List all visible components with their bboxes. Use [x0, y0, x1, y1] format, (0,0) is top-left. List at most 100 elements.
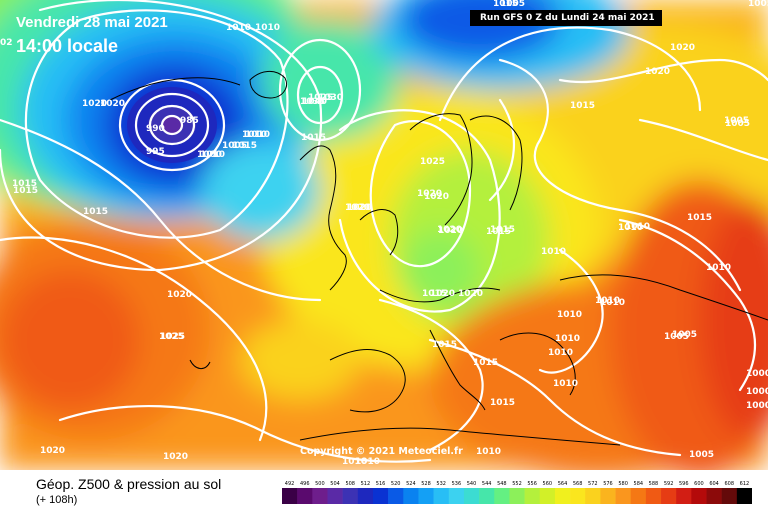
pressure-label: 1000: [197, 150, 222, 160]
legend-swatch: [403, 488, 419, 504]
legend-tick-label: 600: [694, 481, 704, 487]
forecast-lead-time: (+ 108h): [36, 494, 78, 506]
pressure-label: 1005: [748, 0, 768, 9]
pressure-label: 1015: [486, 227, 511, 237]
copyright-notice: Copyright © 2021 Meteociel.fr: [300, 446, 463, 457]
pressure-label: 1020: [437, 225, 462, 235]
legend-tick-label: 548: [497, 481, 507, 487]
legend-tick-label: 596: [679, 481, 689, 487]
legend-tick-label: 580: [618, 481, 628, 487]
legend-tick-label: 532: [436, 481, 446, 487]
pressure-label: 1015: [490, 225, 515, 235]
legend-swatch: [297, 488, 313, 504]
pressure-label: 1030: [318, 93, 343, 103]
chart-title: Géop. Z500 & pression au sol: [36, 476, 222, 492]
legend-tick-label: 492: [285, 481, 295, 487]
legend-tick-label: 496: [300, 481, 310, 487]
geopotential-map: 1005100510101010101510151020102010251030…: [0, 0, 768, 470]
legend-tick-label: 512: [361, 481, 371, 487]
pressure-label: 1010: [342, 457, 367, 467]
legend-swatch: [600, 488, 616, 504]
pressure-label: 1010: [476, 447, 501, 457]
legend-swatch: [433, 488, 450, 504]
legend-swatch: [418, 488, 434, 504]
pressure-label: 1015: [570, 101, 595, 111]
pressure-label: 1010: [245, 130, 270, 140]
pressure-label: 1000: [746, 401, 768, 411]
pressure-label: 1020: [424, 192, 449, 202]
pressure-labels: 1005100510101010101510151020102010251030…: [12, 0, 768, 467]
pressure-label: 985: [180, 116, 199, 126]
legend-tick-label: 572: [588, 481, 598, 487]
pressure-label: 995: [146, 147, 165, 157]
pressure-label: 1005: [500, 0, 525, 9]
pressure-label: 1020: [417, 189, 442, 199]
pressure-label: 1015: [301, 133, 326, 143]
pressure-label: 1020: [458, 289, 483, 299]
legend-tick-label: 528: [421, 481, 431, 487]
legend-swatch: [479, 488, 495, 504]
legend-swatch: [388, 488, 404, 504]
low-pressure-center: [127, 87, 217, 163]
pressure-label: 1020: [645, 67, 670, 77]
pressure-label: 990: [146, 124, 165, 134]
coastlines: [109, 71, 768, 446]
pressure-label: 1015: [687, 213, 712, 223]
legend-swatch: [721, 488, 738, 504]
pressure-label: 1020: [345, 203, 370, 213]
legend-tick-label: 560: [543, 481, 553, 487]
pressure-label: 1020: [167, 290, 192, 300]
legend-tick-label: 540: [467, 481, 477, 487]
pressure-label: 1010: [706, 263, 731, 273]
pressure-label: 1025: [160, 332, 185, 342]
pressure-label: 1015: [473, 358, 498, 368]
legend-tick-label: 576: [603, 481, 613, 487]
pressure-label: 1005: [689, 450, 714, 460]
legend-swatch: [463, 488, 480, 504]
pressure-label: 1010: [600, 298, 625, 308]
legend-swatch: [539, 488, 556, 504]
legend-swatch: [585, 488, 601, 504]
pressure-label: 1010: [618, 223, 643, 233]
legend-swatch: [615, 488, 632, 504]
pressure-label: 1020: [82, 99, 107, 109]
legend-swatch: [509, 488, 525, 504]
pressure-label: 1015: [432, 340, 457, 350]
pressure-label: 1015: [422, 289, 447, 299]
forecast-date: Vendredi 28 mai 2021: [16, 14, 168, 31]
pressure-label: 1010: [242, 130, 267, 140]
forecast-time: 14:00 locale: [16, 36, 119, 56]
legend-tick-label: 612: [740, 481, 750, 487]
legend-swatch: [357, 488, 374, 504]
pressure-label: 1010: [255, 23, 280, 33]
legend-swatch: [570, 488, 586, 504]
pressure-label: 1010: [541, 247, 566, 257]
legend-tick-label: 520: [391, 481, 401, 487]
pressure-label: 1015: [490, 398, 515, 408]
legend-swatch: [282, 488, 298, 504]
legend-tick-label: 524: [406, 481, 416, 487]
legend-swatch: [554, 488, 571, 504]
legend-swatch: [691, 488, 707, 504]
pressure-label: 1010: [355, 457, 380, 467]
legend-swatch: [448, 488, 465, 504]
pressure-label: 1015: [13, 186, 38, 196]
legend-tick-label: 508: [345, 481, 355, 487]
legend-swatch: [494, 488, 510, 504]
pressure-label: 1010: [557, 310, 582, 320]
legend-tick-label: 584: [634, 481, 644, 487]
legend-swatch: [372, 488, 389, 504]
pressure-label: 1005: [725, 119, 750, 129]
legend-swatch: [630, 488, 647, 504]
pressure-label: 1025: [159, 332, 184, 342]
legend-tick-label: 556: [527, 481, 537, 487]
legend-tick-label: 564: [558, 481, 568, 487]
legend-tick-label: 604: [709, 481, 719, 487]
legend-swatch: [706, 488, 722, 504]
legend-tick-label: 608: [724, 481, 734, 487]
legend-swatch: [342, 488, 359, 504]
pressure-label: 1020: [438, 226, 463, 236]
legend-tick-label: 588: [649, 481, 659, 487]
pressure-label: 1025: [308, 93, 333, 103]
